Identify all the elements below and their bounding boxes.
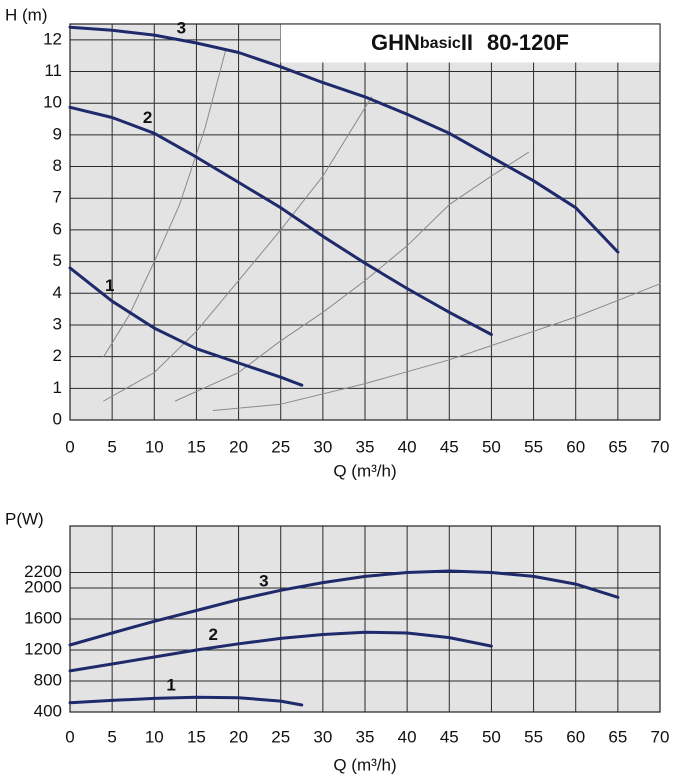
y-tick-label: 12	[43, 29, 62, 48]
x-tick-label: 45	[440, 727, 459, 746]
series-line	[68, 105, 493, 336]
series-line	[68, 25, 620, 254]
x-tick-label: 45	[440, 437, 459, 456]
title-box	[280, 24, 660, 63]
x-tick-label: 40	[398, 437, 417, 456]
x-tick-label: 55	[524, 727, 543, 746]
x-tick-label: 60	[566, 727, 585, 746]
x-tick-label: 20	[229, 727, 248, 746]
y-tick-label: 1200	[24, 639, 62, 658]
system-curve	[174, 151, 529, 402]
y-tick-label: 2	[53, 346, 62, 365]
x-tick-label: 10	[145, 437, 164, 456]
y-tick-label: 5	[53, 251, 62, 270]
x-tick-label: 15	[187, 727, 206, 746]
y-axis-label: H (m)	[5, 5, 47, 24]
y-tick-label: 800	[34, 670, 62, 689]
x-tick-label: 5	[107, 727, 116, 746]
x-tick-label: 15	[187, 437, 206, 456]
title-part: 80-120F	[487, 30, 569, 55]
x-tick-label: 30	[313, 437, 332, 456]
y-tick-label: 2200	[24, 562, 62, 581]
series-label: 1	[105, 276, 114, 295]
y-tick-label: 4	[53, 283, 62, 302]
y-tick-label: 7	[53, 188, 62, 207]
system-curve	[103, 96, 373, 402]
plot-frame	[69, 525, 661, 713]
x-tick-label: 40	[398, 727, 417, 746]
x-tick-label: 65	[608, 437, 627, 456]
series-label: 3	[259, 572, 268, 591]
system-curve	[212, 283, 661, 411]
x-tick-label: 55	[524, 437, 543, 456]
title-part: II	[461, 30, 473, 55]
x-tick-label: 10	[145, 727, 164, 746]
y-tick-label: 8	[53, 156, 62, 175]
y-tick-label: 9	[53, 124, 62, 143]
y-tick-label: 0	[53, 409, 62, 428]
series-line	[68, 569, 620, 647]
y-tick-label: 1600	[24, 608, 62, 627]
series-label: 3	[177, 19, 186, 38]
x-tick-label: 35	[356, 727, 375, 746]
x-tick-label: 5	[107, 437, 116, 456]
series-label: 1	[166, 675, 175, 694]
x-tick-label: 0	[65, 727, 74, 746]
x-axis-label: Q (m³/h)	[333, 461, 396, 480]
plot-frame	[69, 23, 661, 421]
y-tick-label: 3	[53, 314, 62, 333]
title-part: GHN	[371, 30, 420, 55]
x-tick-label: 0	[65, 437, 74, 456]
x-tick-label: 65	[608, 727, 627, 746]
chart-title: GHNbasicII 80-120F	[371, 30, 569, 55]
x-tick-label: 20	[229, 437, 248, 456]
series-line	[68, 266, 304, 387]
y-tick-label: 400	[34, 701, 62, 720]
x-axis-label: Q (m³/h)	[333, 755, 396, 774]
x-tick-label: 60	[566, 437, 585, 456]
y-tick-label: 2000	[24, 577, 62, 596]
series-label: 2	[209, 625, 218, 644]
series-line	[68, 695, 304, 707]
series-label: 2	[143, 108, 152, 127]
x-tick-label: 25	[271, 727, 290, 746]
y-tick-label: 11	[44, 61, 62, 80]
x-tick-label: 30	[313, 727, 332, 746]
y-axis-label: P(W)	[5, 509, 44, 528]
y-tick-label: 10	[43, 93, 62, 112]
x-tick-label: 25	[271, 437, 290, 456]
title-part: basic	[420, 35, 461, 52]
series-line	[68, 630, 493, 673]
x-tick-label: 35	[356, 437, 375, 456]
x-tick-label: 70	[651, 727, 670, 746]
y-tick-label: 1	[53, 378, 62, 397]
x-tick-label: 50	[482, 727, 501, 746]
x-tick-label: 70	[651, 437, 670, 456]
y-tick-label: 6	[53, 219, 62, 238]
x-tick-label: 50	[482, 437, 501, 456]
system-curve	[103, 48, 227, 358]
